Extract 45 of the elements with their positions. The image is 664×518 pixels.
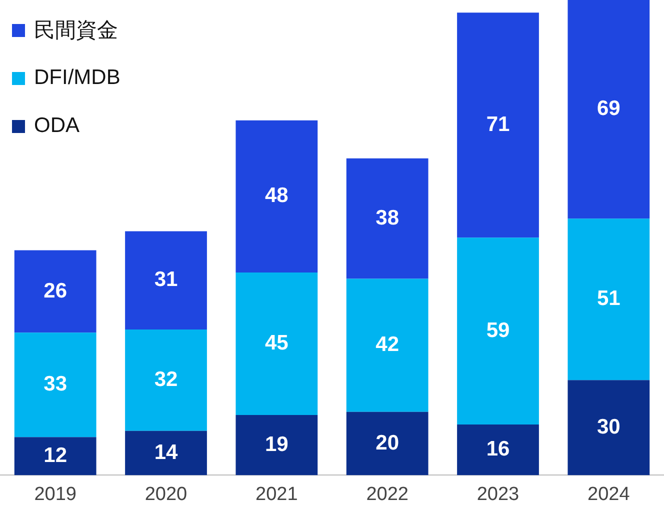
legend-label: DFI/MDB [34, 66, 120, 90]
bar [346, 412, 428, 476]
data-label: 30 [596, 415, 620, 438]
bar [457, 12, 539, 238]
data-label: 20 [376, 431, 400, 454]
bar [14, 437, 96, 476]
data-label: 31 [154, 268, 178, 292]
bar [346, 278, 428, 412]
legend-label: 民間資金 [34, 18, 118, 44]
data-label: 32 [154, 368, 178, 391]
x-tick-label: 2021 [256, 484, 298, 505]
bar [568, 0, 650, 219]
data-label: 19 [264, 432, 288, 456]
legend-label: ODA [34, 114, 80, 138]
x-tick-label: 2023 [476, 484, 520, 505]
bar [125, 231, 207, 330]
x-tick-label: 2024 [588, 484, 630, 505]
bar [14, 250, 96, 333]
data-label: 16 [486, 438, 510, 461]
data-label: 14 [154, 440, 178, 464]
bar [457, 424, 539, 476]
bar [125, 430, 207, 476]
data-label: 12 [44, 444, 68, 467]
bar [14, 332, 96, 438]
bar [125, 329, 207, 431]
bar [568, 380, 650, 476]
x-tick-label: 2019 [34, 484, 76, 505]
bar [346, 158, 428, 279]
x-tick-label: 2020 [144, 484, 188, 505]
data-label: 69 [596, 97, 620, 120]
data-label: 38 [376, 206, 400, 230]
data-label: 59 [486, 318, 510, 342]
bar [236, 272, 318, 416]
bar [236, 415, 318, 476]
data-label: 26 [44, 279, 68, 302]
data-label: 51 [596, 287, 621, 310]
data-label: 33 [44, 372, 68, 396]
bar [457, 238, 539, 425]
x-tick-label: 2022 [366, 484, 408, 505]
bar [236, 120, 318, 272]
data-label: 45 [264, 332, 289, 355]
bar [568, 218, 650, 380]
data-label: 48 [264, 184, 289, 208]
data-label: 71 [486, 112, 510, 136]
data-label: 42 [376, 333, 400, 356]
